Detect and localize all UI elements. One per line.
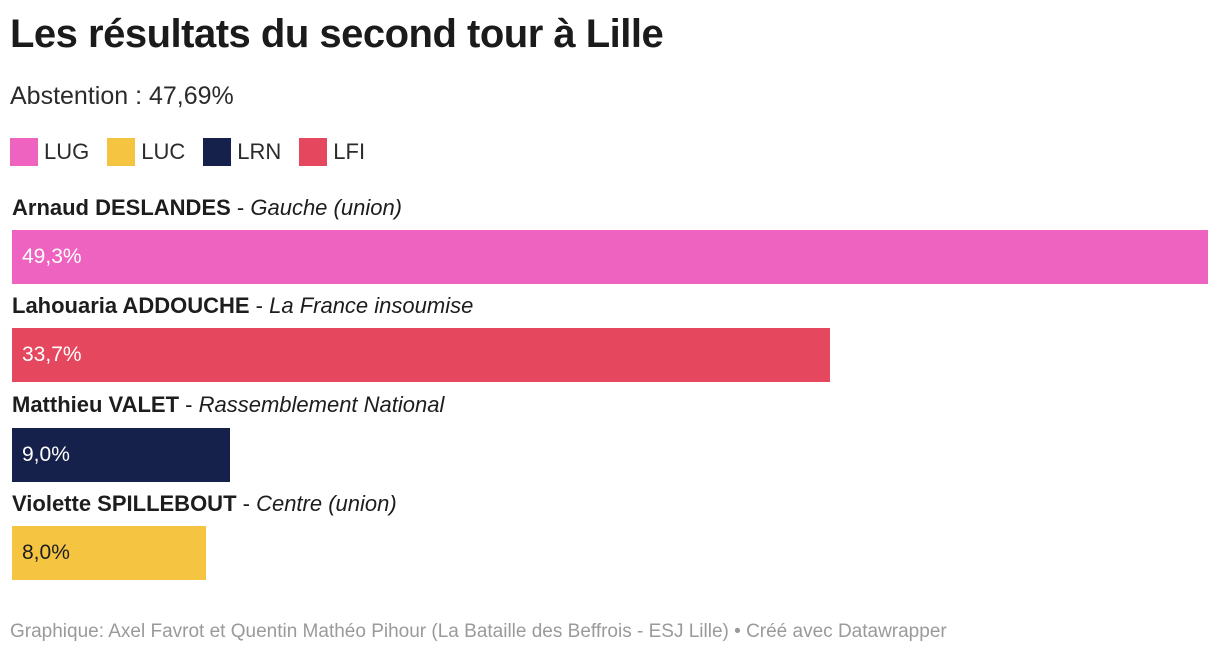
- legend-swatch: [299, 138, 328, 166]
- legend-swatch: [10, 138, 38, 166]
- bar-value-label: 33,7%: [22, 343, 82, 366]
- bar-value-label: 9,0%: [22, 443, 70, 466]
- bar-value-label: 8,0%: [22, 541, 70, 564]
- label-separator: -: [230, 195, 251, 220]
- bar-value-label: 49,3%: [22, 245, 82, 268]
- legend-item-lfi: LFI: [299, 138, 365, 166]
- row-label-addouche: Lahouaria ADDOUCHE - La France insoumise: [12, 293, 473, 319]
- candidate-name: Arnaud DESLANDES: [12, 195, 231, 220]
- legend-label: LUG: [44, 139, 90, 164]
- legend-label: LFI: [333, 139, 366, 164]
- source-footer: Graphique: Axel Favrot et Quentin Mathéo…: [10, 621, 947, 642]
- label-separator: -: [236, 491, 257, 516]
- label-separator: -: [249, 293, 270, 318]
- legend-label: LRN: [237, 139, 282, 164]
- bar-spillebout: 8,0%: [12, 526, 206, 580]
- bar-addouche: 33,7%: [12, 328, 830, 382]
- bar-deslandes: 49,3%: [12, 230, 1208, 284]
- bar-valet: 9,0%: [12, 428, 230, 482]
- legend-swatch: [203, 138, 232, 166]
- label-separator: -: [179, 392, 199, 417]
- chart-title: Les résultats du second tour à Lille: [10, 12, 664, 56]
- candidate-name: Lahouaria ADDOUCHE: [12, 293, 250, 318]
- legend: LUG LUC LRN LFI: [10, 138, 365, 166]
- party-name: La France insoumise: [269, 293, 474, 318]
- party-name: Centre (union): [256, 491, 397, 516]
- legend-item-lrn: LRN: [203, 138, 281, 166]
- chart-subtitle: Abstention : 47,69%: [10, 82, 234, 110]
- row-label-spillebout: Violette SPILLEBOUT - Centre (union): [12, 491, 397, 517]
- row-label-valet: Matthieu VALET - Rassemblement National: [12, 392, 444, 418]
- legend-item-luc: LUC: [107, 138, 185, 166]
- legend-swatch: [107, 138, 136, 166]
- party-name: Gauche (union): [250, 195, 403, 220]
- legend-label: LUC: [141, 139, 186, 164]
- candidate-name: Violette SPILLEBOUT: [12, 491, 237, 516]
- row-label-deslandes: Arnaud DESLANDES - Gauche (union): [12, 195, 402, 221]
- legend-item-lug: LUG: [10, 138, 89, 166]
- candidate-name: Matthieu VALET: [12, 392, 180, 417]
- party-name: Rassemblement National: [198, 392, 445, 417]
